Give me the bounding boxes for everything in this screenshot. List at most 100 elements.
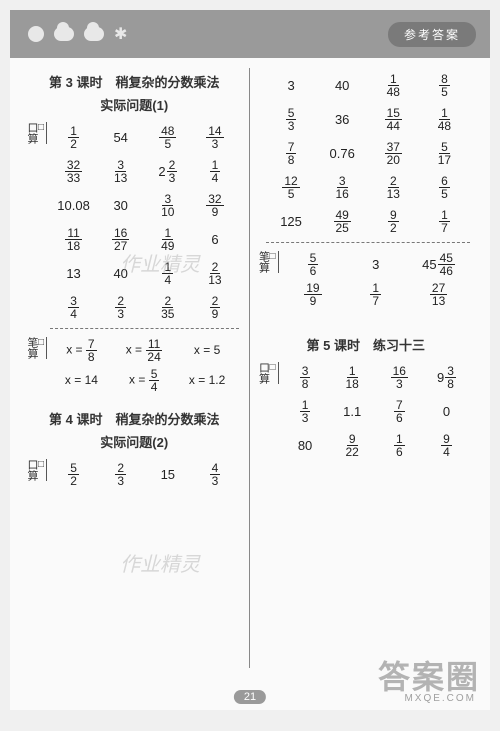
value-text: 40	[113, 266, 127, 281]
value-text: 80	[298, 438, 312, 453]
fraction: 14	[162, 261, 173, 286]
fraction: 3233	[65, 159, 82, 184]
lesson4-cont: 3401488553361544148780.76372051712531621…	[262, 68, 471, 238]
right-bisuan: 笔算 563454546199172713	[262, 249, 471, 309]
data-cell: 213	[191, 261, 238, 286]
data-cell: 149	[144, 227, 191, 252]
lesson4-title-1: 第 4 课时 稍复杂的分数乘法	[30, 409, 239, 428]
data-cell: 313	[97, 159, 144, 184]
data-cell: 329	[191, 193, 238, 218]
value-text: 125	[280, 214, 302, 229]
fraction: 17	[370, 282, 381, 307]
kousuan-label: 口算	[26, 459, 47, 481]
fraction: 213	[206, 261, 223, 286]
value-text: 3	[372, 257, 379, 272]
equation: x = 5	[194, 343, 220, 357]
fraction: 922	[344, 433, 361, 458]
data-row: 323331322314	[50, 154, 239, 188]
data-cell: 23	[97, 295, 144, 320]
fraction: 235	[159, 295, 176, 320]
data-cell: 163	[376, 365, 423, 390]
fraction: 329	[206, 193, 223, 218]
fraction: 52	[68, 462, 79, 487]
data-cell: 76	[376, 399, 423, 424]
fraction: 94	[441, 433, 452, 458]
value-text: 36	[335, 112, 349, 127]
fraction: 213	[385, 175, 402, 200]
fraction: 92	[388, 209, 399, 234]
dashed-separator	[266, 242, 471, 243]
data-cell: 3	[266, 78, 317, 93]
data-cell: 40	[317, 78, 368, 93]
data-cell: 3720	[368, 141, 419, 166]
data-cell: x = 1124	[113, 338, 176, 363]
data-row: 3 40 148 85	[266, 68, 471, 102]
data-cell: 2713	[407, 282, 470, 307]
data-cell: 3	[344, 257, 407, 272]
data-cell: 10.08	[50, 198, 97, 213]
data-cell: x = 5	[176, 343, 239, 357]
data-row: 53361544148	[266, 102, 471, 136]
fraction: 23	[115, 295, 126, 320]
data-cell: 1118	[50, 227, 97, 252]
data-cell: 23	[97, 462, 144, 487]
lesson3-title-1: 第 3 课时 稍复杂的分数乘法	[30, 72, 239, 91]
snowflake-icon: ✱	[114, 24, 127, 44]
fraction: 43	[210, 462, 221, 487]
fraction: 12	[68, 125, 79, 150]
lesson5-kousuan: 口算 38118163938131.1760809221694	[262, 360, 471, 462]
fraction: 148	[436, 107, 453, 132]
fraction: 38	[300, 365, 311, 390]
data-cell: 148	[419, 107, 470, 132]
fraction: 313	[112, 159, 129, 184]
value-text: 6	[211, 232, 218, 247]
fraction: 310	[159, 193, 176, 218]
data-cell: 0.76	[317, 146, 368, 161]
data-cell: 34	[50, 295, 97, 320]
left-column: 第 3 课时 稍复杂的分数乘法 实际问题(1) 口算 1254485143323…	[30, 68, 250, 668]
fraction: 163	[391, 365, 408, 390]
data-cell: 125	[266, 214, 317, 229]
data-cell: 52	[50, 462, 97, 487]
data-row: x = 78x = 1124 x = 5	[50, 335, 239, 365]
data-cell: 54	[97, 130, 144, 145]
fraction: 143	[206, 125, 223, 150]
data-row: 134014213	[50, 256, 239, 290]
value-text: 3	[287, 78, 294, 93]
data-cell: 80	[282, 438, 329, 453]
data-cell: 43	[191, 462, 238, 487]
equation: x = 54	[129, 368, 159, 393]
fraction: 148	[385, 73, 402, 98]
data-row: 12531621365	[266, 170, 471, 204]
data-cell: 6	[191, 232, 238, 247]
data-cell: 92	[368, 209, 419, 234]
header-bar: ✱ 参考答案	[10, 10, 490, 58]
fraction: 16	[394, 433, 405, 458]
lesson5-title: 第 5 课时 练习十三	[262, 335, 471, 354]
data-cell: x = 78	[50, 338, 113, 363]
data-cell: 143	[191, 125, 238, 150]
value-text: 54	[113, 130, 127, 145]
cloud-icon	[84, 27, 104, 41]
data-cell: 65	[419, 175, 470, 200]
fraction: 4925	[334, 209, 351, 234]
data-row: 131.1760	[282, 394, 471, 428]
data-cell: 13	[282, 399, 329, 424]
lesson3-title-2: 实际问题(1)	[30, 95, 239, 114]
data-cell: 38	[282, 365, 329, 390]
fraction: 17	[439, 209, 450, 234]
bisuan-label: 笔算	[26, 337, 47, 359]
data-cell: 17	[344, 282, 407, 307]
value-text: 10.08	[57, 198, 90, 213]
data-cell: 4925	[317, 209, 368, 234]
mixed-fraction: 454546	[422, 252, 455, 277]
data-cell: 53	[266, 107, 317, 132]
watermark-small: MXQE.COM	[404, 693, 476, 704]
fraction: 56	[308, 252, 319, 277]
watermark-text: 作业精灵	[120, 548, 200, 577]
fraction: 85	[439, 73, 450, 98]
data-cell: 213	[368, 175, 419, 200]
fraction: 53	[286, 107, 297, 132]
right-column: 3401488553361544148780.76372051712531621…	[250, 68, 471, 668]
fraction: 316	[334, 175, 351, 200]
